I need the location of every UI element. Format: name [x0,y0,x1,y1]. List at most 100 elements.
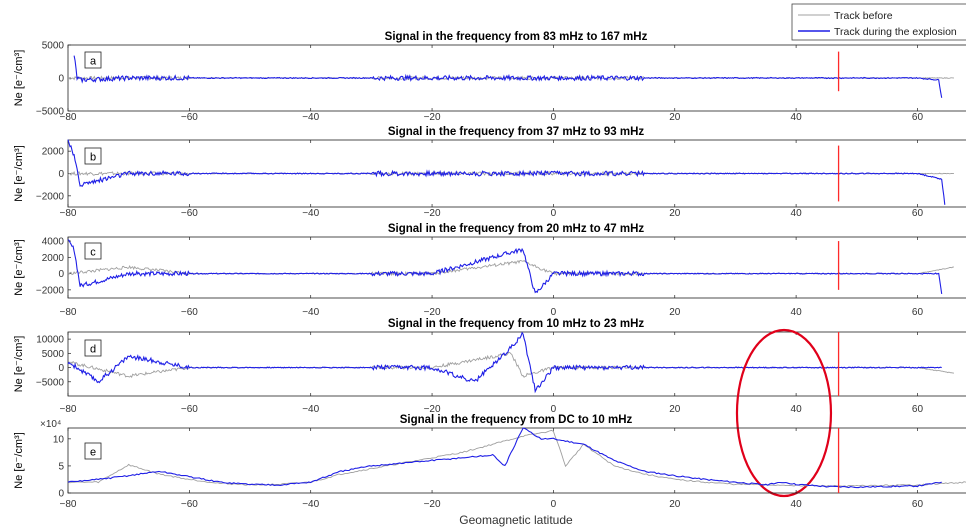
panel-d: Signal in the frequency from 10 mHz to 2… [13,318,966,415]
highlight-ellipse [735,328,833,498]
x-axis-label: Geomagnetic latitude [459,513,573,527]
y-tick-label: −5000 [36,107,65,118]
x-tick-label: −60 [181,112,198,123]
x-tick-label: −80 [60,112,77,123]
x-tick-label: −40 [302,499,319,510]
y-axis-label-d: Ne [e⁻/cm³] [13,336,25,393]
x-tick-label: 0 [551,404,557,415]
x-tick-label: −80 [60,208,77,219]
panel-label-box [84,442,102,460]
x-tick-label: −40 [302,307,319,318]
y-tick-label: −5000 [36,377,65,388]
y-tick-label: 2000 [42,147,65,158]
axes-box-c [67,236,966,299]
x-tick-label: 20 [669,112,681,123]
x-tick-label: −20 [424,404,441,415]
y-tick-label: 0 [58,269,64,280]
x-tick-label: −80 [60,499,77,510]
y-tick-label: 0 [58,74,64,85]
x-tick-label: 60 [912,499,924,510]
x-tick-label: 20 [669,208,681,219]
series-line-before-d [67,351,954,379]
x-tick-label: −60 [181,499,198,510]
panel-title-b: Signal in the frequency from 37 mHz to 9… [388,126,644,138]
series-line-during-b [67,139,946,205]
x-tick-label: 60 [912,208,924,219]
y-tick-label: 10000 [36,335,64,346]
x-tick-label: 60 [912,112,924,123]
panel-label-b: b [90,152,96,164]
x-tick-label: −40 [302,208,319,219]
x-tick-label: 0 [551,307,557,318]
x-tick-label: −80 [60,404,77,415]
x-tick-label: 20 [669,499,681,510]
panel-title-a: Signal in the frequency from 83 mHz to 1… [385,31,648,43]
x-tick-label: −20 [424,112,441,123]
panel-b: Signal in the frequency from 37 mHz to 9… [13,126,966,219]
y-axis-label-e: Ne [e⁻/cm³] [13,432,25,489]
y-tick-label: 2000 [42,253,65,264]
series-line-during-d [67,331,942,394]
y-axis-label-c: Ne [e⁻/cm³] [13,239,25,296]
x-tick-label: 40 [791,112,803,123]
y-tick-label: −2000 [36,285,65,296]
series-line-before-c [67,259,954,277]
y-tick-label: −2000 [36,191,65,202]
axes-box-d [67,331,966,397]
x-tick-label: 40 [791,208,803,219]
x-tick-label: 40 [791,307,803,318]
panel-label-e: e [90,447,96,459]
panel-e: Signal in the frequency from DC to 10 mH… [13,414,966,510]
panel-title-d: Signal in the frequency from 10 mHz to 2… [388,318,644,330]
panel-label-box [84,339,102,357]
y-tick-label: 0 [58,169,64,180]
y-tick-label: 0 [58,489,64,500]
series-line-during-e [67,427,942,489]
series-line-during-a [73,55,943,98]
x-tick-label: 40 [791,499,803,510]
y-axis-label-a: Ne [e⁻/cm³] [13,50,25,107]
panel-c: Signal in the frequency from 20 mHz to 4… [13,223,966,318]
x-tick-label: −60 [181,404,198,415]
legend-entry-during: Track during the explosion [834,26,957,38]
panel-title-c: Signal in the frequency from 20 mHz to 4… [388,223,644,235]
x-tick-label: 0 [551,499,557,510]
panel-label-c: c [90,247,96,259]
panel-label-box [84,147,102,165]
panel-label-a: a [90,56,97,68]
x-tick-label: 40 [791,404,803,415]
x-tick-label: −60 [181,208,198,219]
x-tick-label: −20 [424,499,441,510]
legend-box [791,3,966,41]
x-tick-label: 60 [912,307,924,318]
panel-label-d: d [90,344,96,356]
x-tick-label: 20 [669,307,681,318]
y-multiplier-label: ×10⁴ [40,419,61,430]
y-tick-label: 0 [58,363,64,374]
x-tick-label: 60 [912,404,924,415]
x-tick-label: 0 [551,112,557,123]
panel-a: Signal in the frequency from 83 mHz to 1… [13,31,966,123]
y-axis-label-b: Ne [e⁻/cm³] [13,145,25,202]
x-tick-label: −80 [60,307,77,318]
x-tick-label: 20 [669,404,681,415]
axes-box-e [67,427,966,494]
y-tick-label: 4000 [42,237,65,248]
panel-label-box [84,51,102,69]
x-tick-label: −60 [181,307,198,318]
legend: Track before Track during the explosion [791,3,966,41]
panel-title-e: Signal in the frequency from DC to 10 mH… [400,414,633,426]
y-tick-label: 10 [53,434,65,445]
panel-label-box [84,242,102,260]
legend-entry-before: Track before [834,10,893,22]
series-line-during-c [67,239,943,294]
x-tick-label: 0 [551,208,557,219]
y-tick-label: 5000 [42,349,65,360]
y-tick-label: 5000 [42,41,65,52]
x-tick-label: −20 [424,208,441,219]
x-tick-label: −40 [302,112,319,123]
y-tick-label: 5 [58,461,64,472]
x-tick-label: −20 [424,307,441,318]
x-tick-label: −40 [302,404,319,415]
